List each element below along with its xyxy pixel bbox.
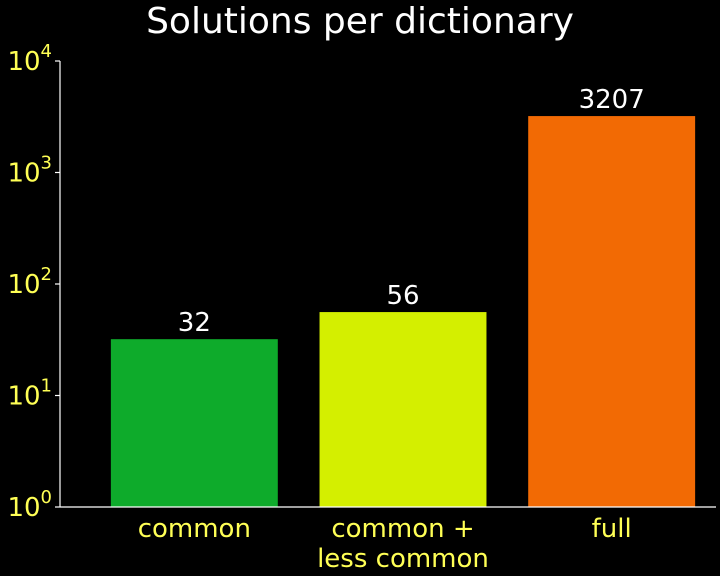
value-label-2: 3207 xyxy=(579,85,645,115)
bars-group xyxy=(110,116,696,507)
y-axis: 100 101 102 103 104 xyxy=(7,41,61,523)
category-label-0: common xyxy=(138,514,251,544)
category-label-1-line-0: common + xyxy=(331,514,474,544)
y-tick-label-4: 104 xyxy=(7,41,52,77)
y-tick-label-3: 103 xyxy=(7,153,52,189)
value-label-1: 56 xyxy=(386,281,419,311)
chart-title: Solutions per dictionary xyxy=(146,1,574,42)
value-label-0: 32 xyxy=(178,308,211,338)
category-label-2: full xyxy=(592,514,632,544)
value-labels-group: 32 56 3207 xyxy=(178,85,645,338)
x-axis: common common +less common full xyxy=(60,506,716,574)
y-tick-label-0: 100 xyxy=(7,487,52,523)
bar-0 xyxy=(110,339,278,507)
y-tick-label-1: 101 xyxy=(7,376,52,412)
bar-1 xyxy=(319,312,487,507)
y-tick-label-2: 102 xyxy=(7,264,52,300)
category-label-1-line-1: less common xyxy=(317,544,489,574)
bar-2 xyxy=(528,116,696,507)
